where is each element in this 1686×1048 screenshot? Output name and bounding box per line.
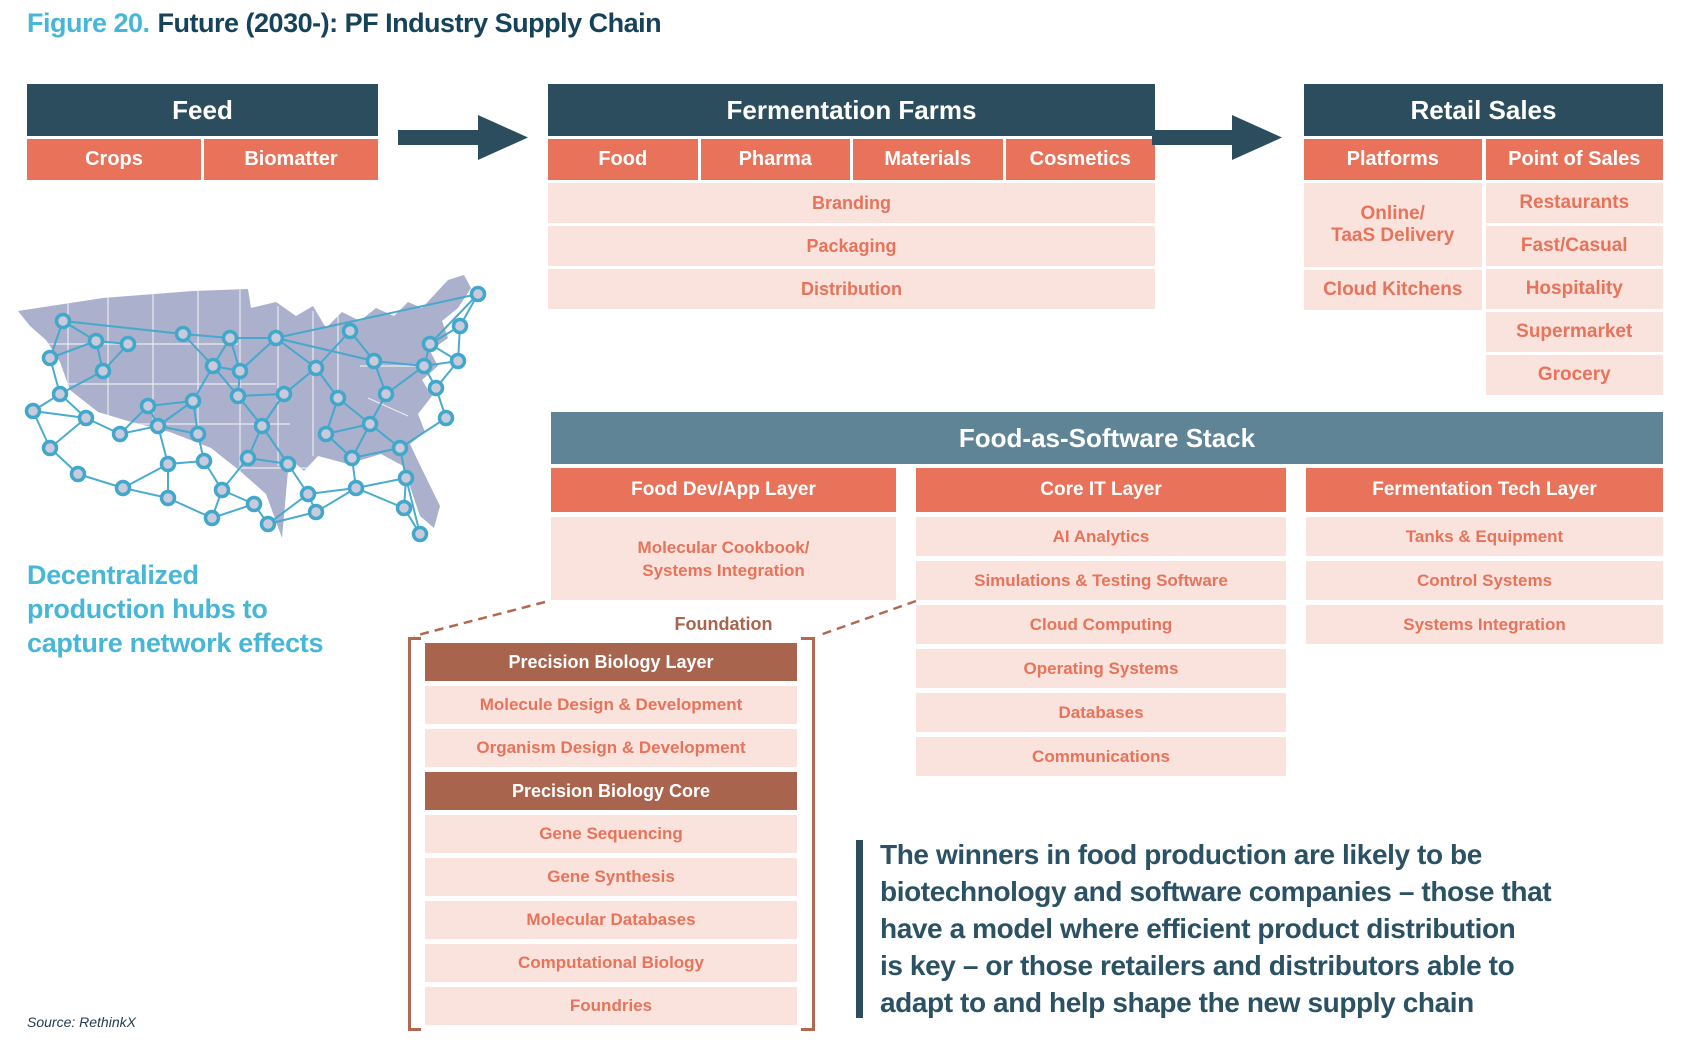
ff-row-distribution: Distribution [548, 269, 1155, 309]
fermentation-farms-table: Fermentation Farms Food Pharma Materials… [548, 84, 1155, 309]
fas-row-cloud-computing: Cloud Computing [916, 605, 1286, 644]
ff-col-materials: Materials [853, 139, 1003, 180]
arrow-fermentation-to-retail [1152, 115, 1282, 160]
retail-row-restaurants: Restaurants [1485, 183, 1663, 223]
pb-row-gene-sequencing: Gene Sequencing [425, 815, 797, 853]
fas-row-communications: Communications [916, 737, 1286, 776]
quote-accent-bar [856, 840, 863, 1018]
fas-row-control-systems: Control Systems [1306, 561, 1663, 600]
retail-col-platforms: Platforms [1304, 139, 1482, 180]
fas-col-fermentation-tech-layer: Fermentation Tech Layer [1306, 468, 1663, 512]
feed-col-biomatter: Biomatter [204, 139, 378, 180]
retail-row-fast-casual: Fast/Casual [1485, 226, 1663, 266]
source-credit: Source: RethinkX [27, 1014, 136, 1030]
feed-col-crops: Crops [27, 139, 201, 180]
fas-core-it-column: Core IT Layer AI Analytics Simulations &… [916, 468, 1286, 776]
map-caption: Decentralized production hubs to capture… [27, 560, 324, 658]
fas-row-molecular-cookbook: Molecular Cookbook/ Systems Integration [551, 517, 896, 600]
pb-header-precision-biology-core: Precision Biology Core [425, 772, 797, 810]
fas-row-operating-systems: Operating Systems [916, 649, 1286, 688]
ff-col-cosmetics: Cosmetics [1005, 139, 1155, 180]
pb-row-molecule-design: Molecule Design & Development [425, 686, 797, 724]
retail-row-grocery: Grocery [1485, 355, 1663, 395]
precision-biology-stack: Precision Biology Layer Molecule Design … [425, 643, 797, 1025]
fas-food-dev-column: Food Dev/App Layer Molecular Cookbook/ S… [551, 468, 896, 776]
quote-text: The winners in food production are likel… [880, 839, 1552, 1018]
pb-row-foundries: Foundries [425, 987, 797, 1025]
fas-col-food-dev-app-layer: Food Dev/App Layer [551, 468, 896, 512]
figure-number: Figure 20. [27, 8, 150, 38]
retail-sales-header: Retail Sales [1304, 84, 1663, 136]
pb-row-molecular-databases: Molecular Databases [425, 901, 797, 939]
ff-col-pharma: Pharma [700, 139, 850, 180]
fas-row-ai-analytics: AI Analytics [916, 517, 1286, 556]
fas-col-core-it-layer: Core IT Layer [916, 468, 1286, 512]
fas-row-databases: Databases [916, 693, 1286, 732]
fas-foundation-label: Foundation [551, 605, 896, 644]
fas-header: Food-as-Software Stack [551, 412, 1663, 464]
figure-title-text: Future (2030-): PF Industry Supply Chain [157, 8, 662, 38]
fas-row-simulations-testing: Simulations & Testing Software [916, 561, 1286, 600]
pb-row-organism-design: Organism Design & Development [425, 729, 797, 767]
fas-row-tanks-equipment: Tanks & Equipment [1306, 517, 1663, 556]
pb-row-computational-biology: Computational Biology [425, 944, 797, 982]
ff-row-branding: Branding [548, 183, 1155, 223]
retail-col-point-of-sales: Point of Sales [1485, 139, 1663, 180]
feed-header: Feed [27, 84, 378, 136]
retail-row-online-taas: Online/ TaaS Delivery [1304, 183, 1482, 267]
arrow-feed-to-fermentation [398, 115, 528, 160]
retail-sales-table: Retail Sales Platforms Online/ TaaS Deli… [1304, 84, 1663, 395]
fermentation-farms-header: Fermentation Farms [548, 84, 1155, 136]
fas-row-systems-integration: Systems Integration [1306, 605, 1663, 644]
fas-fermentation-tech-column: Fermentation Tech Layer Tanks & Equipmen… [1306, 468, 1663, 776]
pb-row-gene-synthesis: Gene Synthesis [425, 858, 797, 896]
retail-platforms-column: Platforms Online/ TaaS Delivery Cloud Ki… [1304, 139, 1482, 395]
retail-row-hospitality: Hospitality [1485, 269, 1663, 309]
feed-table: Feed Crops Biomatter [27, 84, 378, 180]
us-map-network-illustration [18, 275, 487, 543]
ff-col-food: Food [548, 139, 698, 180]
figure-title: Figure 20. Future (2030-): PF Industry Su… [27, 8, 662, 39]
pb-header-precision-biology-layer: Precision Biology Layer [425, 643, 797, 681]
retail-row-supermarket: Supermarket [1485, 312, 1663, 352]
retail-row-cloud-kitchens: Cloud Kitchens [1304, 270, 1482, 310]
food-as-software-stack: Food-as-Software Stack Food Dev/App Laye… [551, 412, 1663, 776]
retail-pos-column: Point of Sales Restaurants Fast/Casual H… [1485, 139, 1663, 395]
ff-row-packaging: Packaging [548, 226, 1155, 266]
